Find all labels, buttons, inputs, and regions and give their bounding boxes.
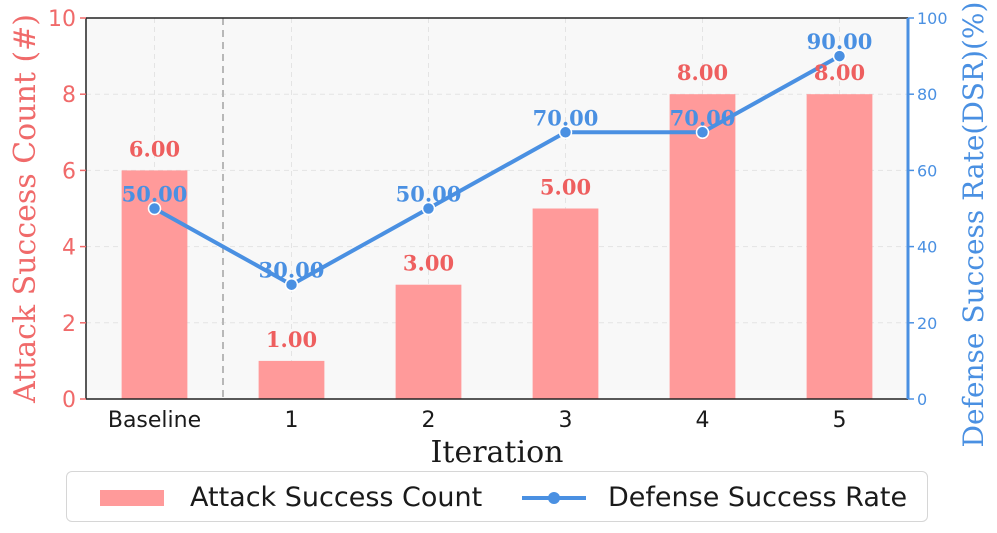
y-tick-label-right: 60	[917, 161, 937, 180]
legend-label-attack: Attack Success Count	[190, 482, 483, 513]
y-axis-label-left: Attack Success Count (#)	[8, 14, 43, 404]
y-tick-label-left: 4	[62, 236, 76, 261]
y-axis-label-right: Defense Success Rate(DSR)(%)	[957, 2, 990, 448]
legend-item-attack: Attack Success Count	[100, 472, 482, 523]
y-tick-label-left: 8	[62, 83, 76, 108]
bar-attack-2	[395, 284, 462, 399]
legend-label-defense: Defense Success Rate	[608, 482, 908, 513]
bar-label-1: 1.00	[266, 327, 317, 352]
bar-attack-5	[806, 94, 873, 399]
line-label-5: 90.00	[807, 29, 873, 54]
y-tick-label-right: 40	[917, 238, 937, 257]
bar-label-2: 3.00	[403, 251, 454, 276]
data-labels: 6.00 1.00 3.00 5.00 8.00 8.00 50.00 30.00 50.00 7…	[122, 29, 873, 352]
defense-line	[153, 54, 841, 287]
bar-label-3: 5.00	[540, 175, 591, 200]
bar-attack-3	[532, 208, 599, 399]
line-label-4: 70.00	[670, 105, 736, 130]
legend-item-defense: Defense Success Rate	[522, 472, 907, 523]
y-tick-label-left: 0	[62, 388, 76, 413]
x-tick-label-baseline: Baseline	[108, 408, 201, 433]
bar-label-5: 8.00	[814, 60, 865, 85]
line-label-3: 70.00	[533, 105, 599, 130]
y-tick-label-left: 10	[48, 7, 76, 32]
point-defense-3	[558, 125, 573, 140]
x-tick-label-4: 4	[696, 408, 710, 433]
line-series	[147, 49, 847, 292]
line-label-1: 30.00	[259, 258, 325, 283]
y-tick-label-left: 2	[62, 312, 76, 337]
y-tick-label-right: 100	[917, 9, 948, 28]
line-label-baseline: 50.00	[122, 182, 188, 207]
point-defense-4	[695, 125, 710, 140]
legend: Attack Success Count Defense Success Rat…	[66, 471, 928, 522]
legend-line-swatch	[522, 491, 586, 504]
bar-attack-4	[669, 94, 736, 399]
bar-label-4: 8.00	[677, 60, 728, 85]
point-defense-1	[284, 277, 299, 292]
bars	[121, 94, 873, 399]
bar-label-baseline: 6.00	[129, 136, 180, 161]
point-defense-baseline	[147, 201, 162, 216]
x-tick-label-3: 3	[559, 408, 573, 433]
bar-attack-1	[258, 360, 325, 399]
y-tick-label-left: 6	[62, 159, 76, 184]
x-tick-label-2: 2	[422, 408, 436, 433]
point-defense-2	[421, 201, 436, 216]
point-defense-5	[832, 49, 847, 63]
y-tick-label-right: 80	[917, 85, 937, 104]
x-tick-label-1: 1	[285, 408, 299, 433]
line-label-2: 50.00	[396, 182, 462, 207]
axes	[80, 17, 914, 400]
x-axis-label: Iteration	[431, 435, 564, 470]
legend-bar-swatch	[100, 489, 164, 506]
y-tick-label-right: 20	[917, 314, 937, 333]
plot-area	[86, 18, 908, 399]
x-tick-label-5: 5	[833, 408, 847, 433]
y-tick-label-right: 0	[917, 390, 927, 409]
